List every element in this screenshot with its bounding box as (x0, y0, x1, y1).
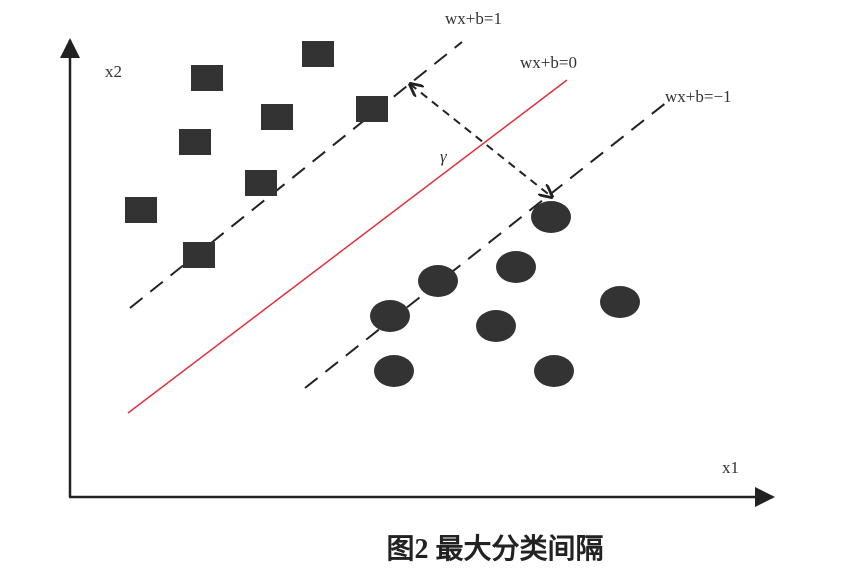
x-axis-label: x1 (722, 458, 739, 477)
circle-point (370, 300, 410, 332)
square-point (245, 170, 277, 196)
circle-point (600, 286, 640, 318)
square-point (183, 242, 215, 268)
line-label: wx+b=1 (445, 9, 502, 28)
circle-point (418, 265, 458, 297)
lower-margin-line (304, 97, 673, 389)
square-point (179, 129, 211, 155)
circle-point (496, 251, 536, 283)
upper-margin-line (129, 41, 463, 309)
class-circles (370, 201, 640, 387)
margin-label: γ (440, 147, 448, 166)
circle-point (531, 201, 571, 233)
square-point (356, 96, 388, 122)
class-squares (125, 41, 388, 268)
margin-arrow (410, 84, 552, 197)
square-point (261, 104, 293, 130)
square-point (191, 65, 223, 91)
caption: 图2 最大分类间隔 (386, 533, 603, 565)
circle-point (476, 310, 516, 342)
line-label: wx+b=0 (520, 53, 577, 72)
line-label: wx+b=−1 (665, 87, 732, 106)
circle-point (374, 355, 414, 387)
y-axis-label: x2 (105, 62, 122, 81)
circle-point (534, 355, 574, 387)
square-point (125, 197, 157, 223)
square-point (302, 41, 334, 67)
